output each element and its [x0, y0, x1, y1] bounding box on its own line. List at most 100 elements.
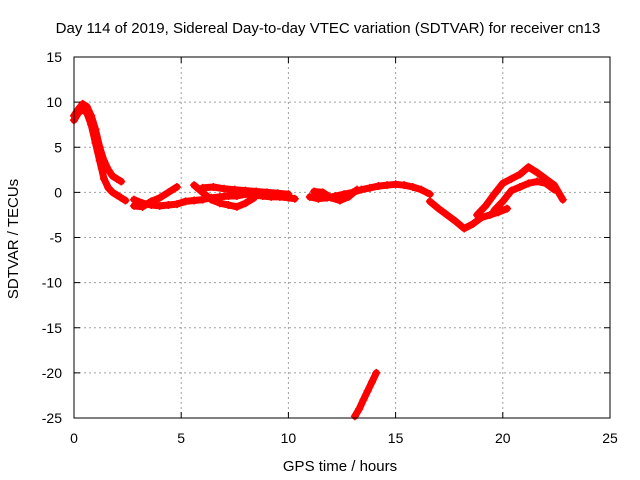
- y-tick-label: 5: [54, 139, 62, 155]
- data-point: [408, 182, 417, 191]
- data-point: [481, 201, 490, 210]
- data-point: [209, 182, 218, 191]
- data-point: [104, 165, 113, 174]
- data-point: [78, 105, 87, 114]
- y-tick-label: -5: [50, 230, 63, 246]
- ticks: 0 5 10 15 20 25 15 10 5 0 -5 -10 -15 -20 -25: [42, 49, 618, 446]
- data-point: [198, 183, 207, 192]
- data-point: [515, 170, 524, 179]
- x-axis-label: GPS time / hours: [283, 458, 397, 475]
- data-point: [252, 187, 261, 196]
- data-point: [147, 197, 156, 206]
- data-point: [524, 179, 533, 188]
- data-point: [391, 180, 400, 189]
- data-point: [121, 196, 130, 205]
- data-point: [207, 195, 216, 204]
- x-tick-label: 10: [281, 430, 297, 446]
- data-point: [318, 188, 327, 197]
- data-point: [383, 181, 392, 190]
- y-tick-label: -25: [42, 410, 62, 426]
- data-point: [368, 377, 377, 386]
- data-point: [250, 193, 259, 202]
- data-point: [164, 188, 173, 197]
- data-point: [112, 191, 121, 200]
- data-point: [460, 224, 469, 233]
- data-point: [273, 189, 282, 198]
- data-point: [74, 108, 83, 117]
- data-point: [490, 206, 499, 215]
- data-point: [95, 156, 104, 165]
- data-point: [365, 183, 374, 192]
- y-tick-label: 15: [46, 49, 62, 65]
- data-point: [112, 174, 121, 183]
- data-point: [130, 201, 139, 210]
- x-tick-label: 15: [388, 430, 404, 446]
- data-point: [314, 194, 323, 203]
- data-point: [108, 188, 117, 197]
- data-point: [400, 181, 409, 190]
- data-point: [524, 163, 533, 172]
- data-point: [215, 199, 224, 208]
- data-point: [138, 202, 147, 211]
- data-point: [498, 197, 507, 206]
- data-point: [550, 185, 559, 194]
- y-axis-label: SDTVAR / TECUs: [5, 179, 22, 299]
- data-point: [172, 182, 181, 191]
- data-point: [363, 386, 372, 395]
- data-point: [190, 181, 199, 190]
- data-point: [108, 172, 117, 181]
- data-point: [498, 179, 507, 188]
- data-point: [417, 185, 426, 194]
- x-tick-label: 25: [602, 430, 618, 446]
- data-point: [372, 368, 381, 377]
- data-point: [190, 196, 199, 205]
- data-point: [425, 197, 434, 206]
- data-point: [82, 108, 91, 117]
- x-tick-label: 5: [177, 430, 185, 446]
- data-point: [100, 174, 109, 183]
- data-point: [451, 217, 460, 226]
- data-point: [473, 210, 482, 219]
- y-tick-label: -15: [42, 320, 62, 336]
- data-point: [359, 395, 368, 404]
- data-point: [232, 202, 241, 211]
- data-point: [220, 184, 229, 193]
- data-point: [485, 210, 494, 219]
- data-point: [344, 192, 353, 201]
- data-point: [503, 204, 512, 213]
- data-point: [507, 174, 516, 183]
- chart-title: Day 114 of 2019, Sidereal Day-to-day VTE…: [56, 20, 601, 37]
- data-point: [241, 199, 250, 208]
- data-point: [533, 177, 542, 186]
- data-point: [224, 191, 233, 200]
- data-point: [541, 179, 550, 188]
- data-point: [181, 197, 190, 206]
- data-point: [355, 404, 364, 413]
- data-point: [224, 201, 233, 210]
- data-point: [91, 138, 100, 147]
- data-point: [353, 185, 362, 194]
- y-tick-label: -10: [42, 275, 62, 291]
- data-point: [350, 412, 359, 421]
- data-point: [155, 193, 164, 202]
- data-point: [434, 204, 443, 213]
- data-point: [327, 193, 336, 202]
- data-point: [172, 200, 181, 209]
- x-tick-label: 20: [495, 430, 511, 446]
- data-point: [284, 190, 293, 199]
- y-tick-label: 0: [54, 184, 62, 200]
- grid: [74, 57, 610, 418]
- data-point: [230, 185, 239, 194]
- data-point: [262, 188, 271, 197]
- x-tick-label: 0: [70, 430, 78, 446]
- data-point: [241, 186, 250, 195]
- data-point: [425, 190, 434, 199]
- data-point: [533, 168, 542, 177]
- data-point: [468, 219, 477, 228]
- data-point: [305, 192, 314, 201]
- data-point: [117, 193, 126, 202]
- data-point: [155, 201, 164, 210]
- data-point: [335, 196, 344, 205]
- data-point: [164, 201, 173, 210]
